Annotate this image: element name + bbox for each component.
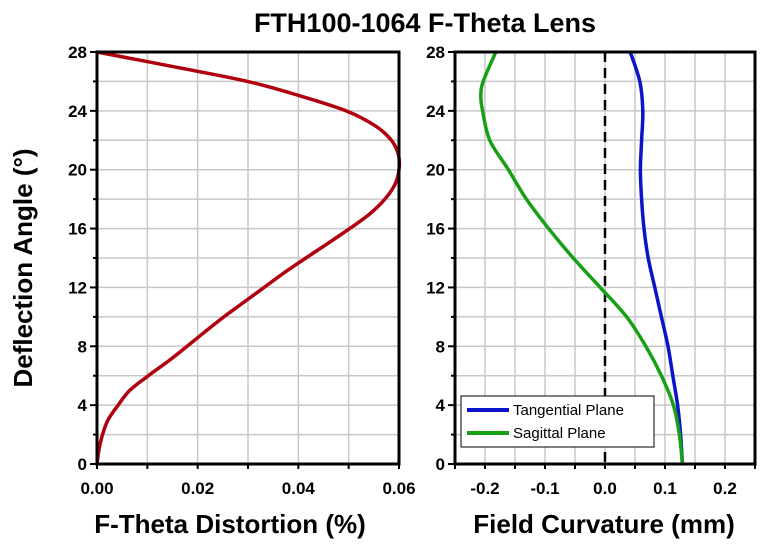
plot-frame <box>95 50 401 466</box>
chart-title: FTH100-1064 F-Theta Lens <box>254 8 596 38</box>
legend-label: Tangential Plane <box>513 402 624 419</box>
y-tick-label: 0 <box>78 455 87 474</box>
x-tick-label: 0.0 <box>593 479 617 498</box>
x-tick-label: 0.00 <box>80 479 113 498</box>
series-line-sagittal-plane <box>479 51 685 465</box>
y-axis-label: Deflection Angle (°) <box>8 148 38 387</box>
y-tick-label: 24 <box>426 102 445 121</box>
y-tick-label: 16 <box>68 220 87 239</box>
y-tick-label: 12 <box>68 278 87 297</box>
x-tick-label: 0.06 <box>382 479 415 498</box>
x-tick-label: 0.1 <box>653 479 677 498</box>
left-x-axis-label: F-Theta Distortion (%) <box>94 509 366 539</box>
y-tick-label: 24 <box>68 102 87 121</box>
y-tick-label: 16 <box>426 220 445 239</box>
legend-label: Sagittal Plane <box>513 425 606 442</box>
y-tick-label: 28 <box>426 43 445 62</box>
panel-1: 0 4 8 12 16 20 24 28 0.00 0.02 0.04 0.06 <box>68 43 415 498</box>
x-tick-label: 0.2 <box>713 479 737 498</box>
y-tick-label: 8 <box>78 337 87 356</box>
x-tick-label: -0.2 <box>470 479 499 498</box>
y-tick-label: 8 <box>436 337 445 356</box>
y-tick-label: 0 <box>436 455 445 474</box>
y-tick-label: 20 <box>426 161 445 180</box>
right-x-axis-label: Field Curvature (mm) <box>473 509 735 539</box>
x-tick-label: -0.1 <box>530 479 559 498</box>
y-tick-label: 28 <box>68 43 87 62</box>
plot-frame <box>453 50 757 466</box>
x-tick-label: 0.04 <box>282 479 316 498</box>
x-tick-label: 0.02 <box>181 479 214 498</box>
y-tick-label: 4 <box>78 396 88 415</box>
y-tick-label: 20 <box>68 161 87 180</box>
y-tick-label: 12 <box>426 278 445 297</box>
panel-2: 0 4 8 12 16 20 24 28 -0.2 -0.1 0.0 0.1 0.2 Tangential… <box>426 43 757 498</box>
y-tick-label: 4 <box>436 396 446 415</box>
legend: Tangential Plane Sagittal Plane <box>460 395 655 448</box>
series-line-distortion <box>95 50 402 465</box>
legend-box <box>460 395 655 448</box>
series-line-tangential-plane <box>628 51 685 465</box>
